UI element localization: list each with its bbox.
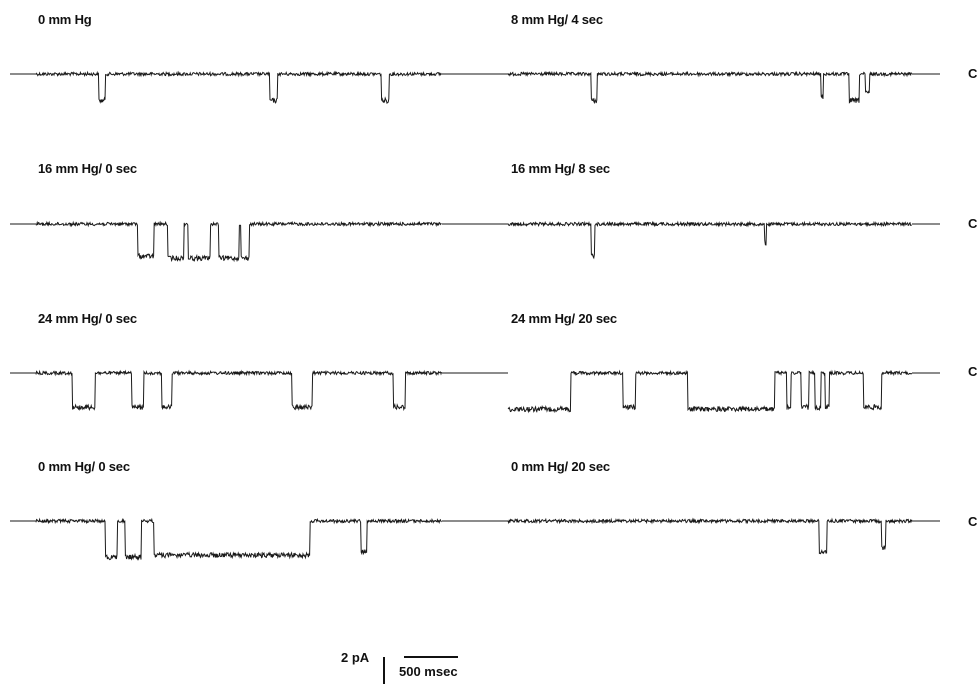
- closed-marker: C: [968, 364, 977, 379]
- panel-label: 8 mm Hg/ 4 sec: [511, 12, 603, 27]
- panel-label: 24 mm Hg/ 20 sec: [511, 311, 617, 326]
- panel-label: 16 mm Hg/ 0 sec: [38, 161, 137, 176]
- traces-group: [10, 70, 940, 561]
- current-trace: [507, 517, 913, 555]
- closed-marker: C: [968, 66, 977, 81]
- closed-marker: C: [968, 514, 977, 529]
- scale-bar-time-label: 500 msec: [399, 664, 458, 679]
- panel-label: 0 mm Hg: [38, 12, 92, 27]
- current-trace: [35, 220, 442, 263]
- scale-bar: [383, 656, 458, 684]
- panel-label: 0 mm Hg/ 20 sec: [511, 459, 610, 474]
- current-trace: [35, 70, 443, 104]
- closed-marker: C: [968, 216, 977, 231]
- current-trace: [507, 220, 912, 260]
- current-trace: [35, 369, 443, 412]
- scale-bar-current-label: 2 pA: [341, 650, 370, 665]
- panel-label: 24 mm Hg/ 0 sec: [38, 311, 137, 326]
- current-trace: [35, 517, 442, 561]
- panel-label: 16 mm Hg/ 8 sec: [511, 161, 610, 176]
- panel-label: 0 mm Hg/ 0 sec: [38, 459, 130, 474]
- current-trace: [507, 369, 913, 414]
- current-trace: [507, 70, 913, 105]
